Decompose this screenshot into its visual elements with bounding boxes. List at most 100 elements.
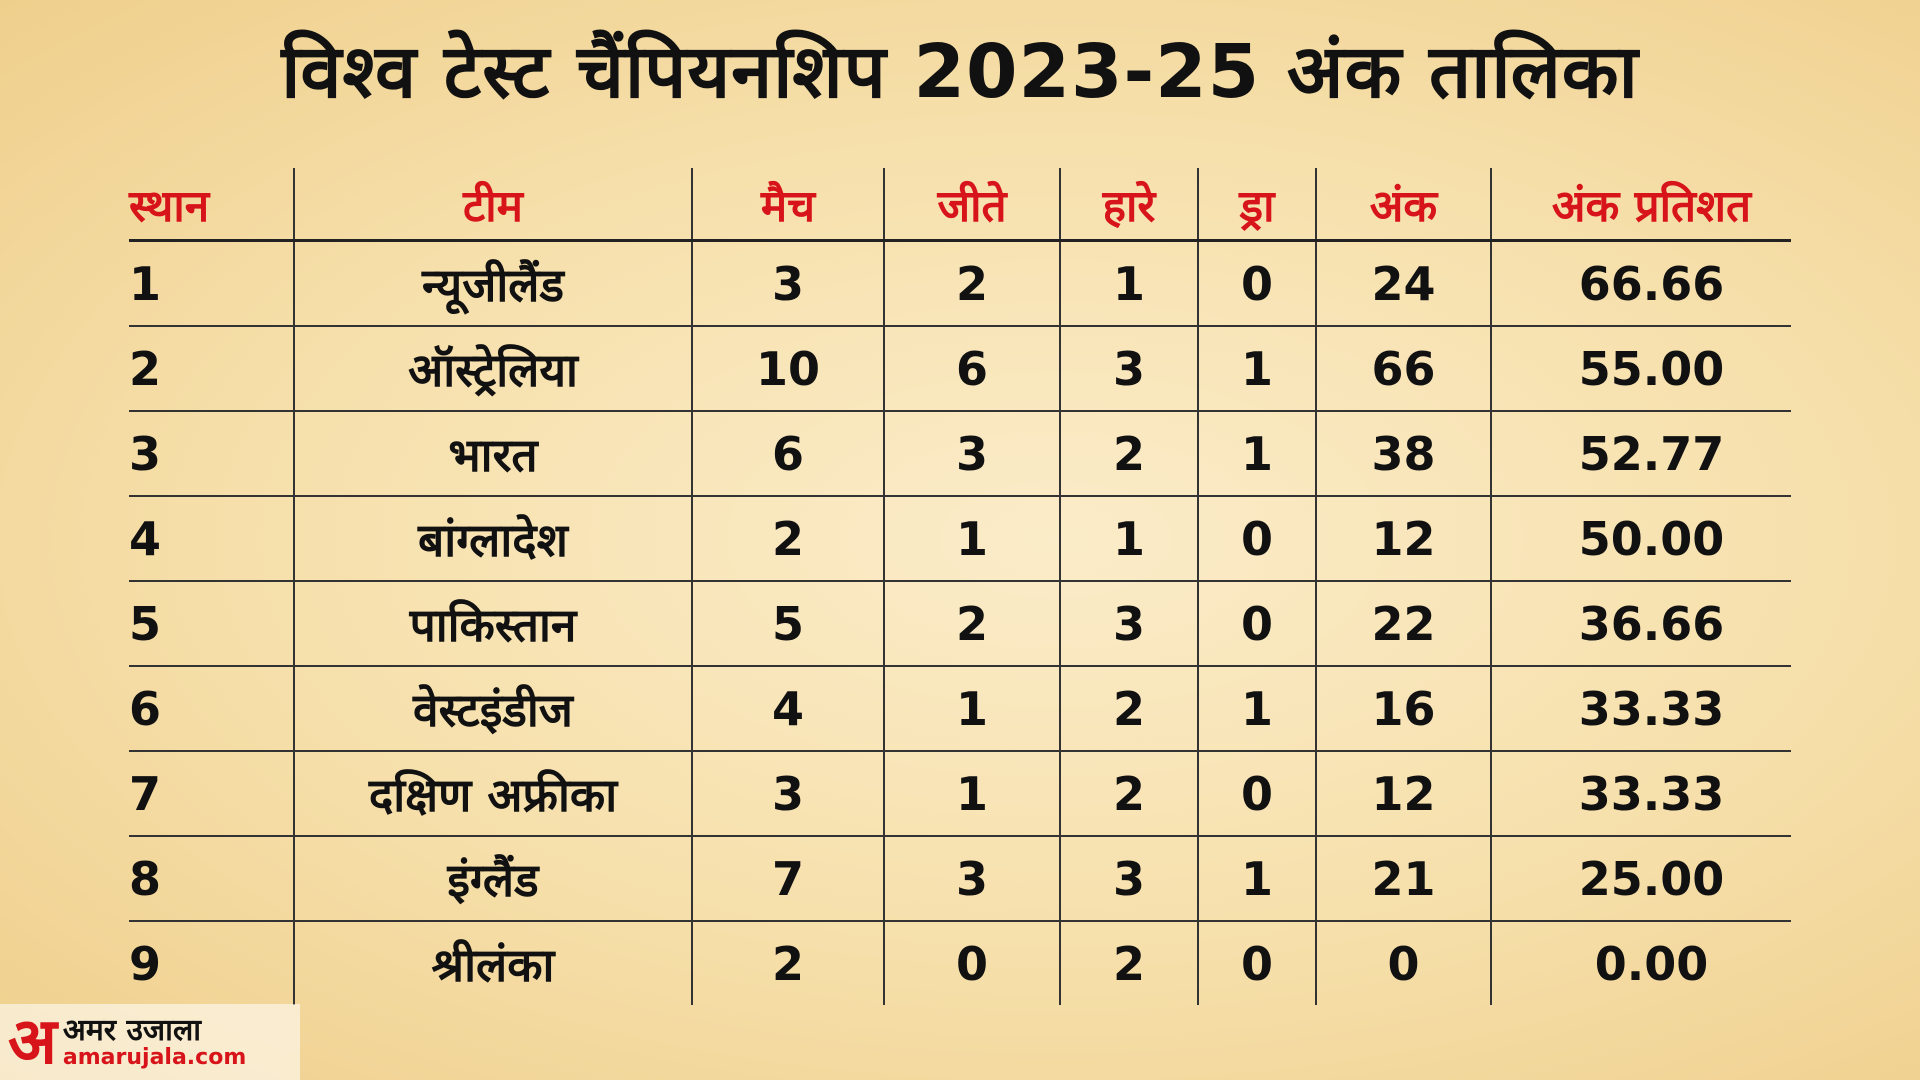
table-cell: 16 [1315, 666, 1491, 752]
table-cell: 12 [1315, 751, 1491, 837]
column-header: हारे [1059, 168, 1198, 242]
table-cell: 33.33 [1490, 666, 1791, 752]
table-cell: 0 [1197, 921, 1316, 1005]
table-cell: 8 [129, 836, 294, 922]
table-cell: 0 [1197, 581, 1316, 667]
table-row: 4 बांग्लादेश 2 1 1 0 12 50.00 [129, 496, 1791, 582]
table-cell: 1 [1197, 666, 1316, 752]
column-header: स्थान [129, 168, 294, 242]
table-row: 2 ऑस्ट्रेलिया 10 6 3 1 66 55.00 [129, 326, 1791, 412]
table-cell: 10 [691, 326, 884, 412]
table-cell: 33.33 [1490, 751, 1791, 837]
table-cell: 1 [129, 240, 294, 327]
table-cell: 1 [1059, 496, 1198, 582]
table-cell: 5 [129, 581, 294, 667]
table-cell: 0 [1315, 921, 1491, 1005]
logo-text: अमर उजाला amarujala.com [63, 1015, 246, 1070]
table-cell: 2 [1059, 751, 1198, 837]
table-cell: 1 [883, 496, 1060, 582]
table-cell: 25.00 [1490, 836, 1791, 922]
table-cell: 3 [1059, 581, 1198, 667]
table-cell: 2 [691, 921, 884, 1005]
table-cell: 1 [1059, 240, 1198, 327]
table-cell: 3 [883, 836, 1060, 922]
table-cell: 4 [129, 496, 294, 582]
table-cell: वेस्टइंडीज [293, 666, 692, 752]
table-cell: 50.00 [1490, 496, 1791, 582]
table-cell: 3 [691, 751, 884, 837]
table-cell: 3 [1059, 836, 1198, 922]
table-head: स्थान टीम मैच जीते हारे ड्रा अंक अंक प्रतिशत [129, 168, 1791, 242]
table-body: 1 न्यूजीलैंड 3 2 1 0 24 66.66 2 ऑस्ट्रेलिया 10 6 3 1 6… [129, 240, 1791, 1005]
column-header: ड्रा [1197, 168, 1316, 242]
table-cell: पाकिस्तान [293, 581, 692, 667]
column-header: अंक प्रतिशत [1490, 168, 1791, 242]
table-cell: श्रीलंका [293, 921, 692, 1005]
table-cell: 36.66 [1490, 581, 1791, 667]
table-row: 6 वेस्टइंडीज 4 1 2 1 16 33.33 [129, 666, 1791, 752]
table-cell: 9 [129, 936, 162, 991]
logo-name: अमर उजाला [62, 1012, 202, 1048]
column-header: अंक [1315, 168, 1491, 242]
header-row: स्थान टीम मैच जीते हारे ड्रा अंक अंक प्रतिशत [129, 168, 1791, 242]
table-cell: 3 [1059, 326, 1198, 412]
table-cell: 7 [691, 836, 884, 922]
table-cell: दक्षिण अफ्रीका [293, 751, 692, 837]
table-cell: 6 [691, 411, 884, 497]
table-cell: 2 [129, 326, 294, 412]
table-cell: 2 [1059, 666, 1198, 752]
column-header: जीते [883, 168, 1060, 242]
table-cell: 0.00 [1490, 921, 1791, 1005]
table-cell: 7 [129, 751, 294, 837]
table-row: 3 भारत 6 3 2 1 38 52.77 [129, 411, 1791, 497]
table-cell: ऑस्ट्रेलिया [293, 326, 692, 412]
table-cell: 5 [691, 581, 884, 667]
logo: अ अमर उजाला amarujala.com [0, 1004, 300, 1080]
table-cell: 2 [1059, 921, 1198, 1005]
title: विश्व टेस्ट चैंपियनशिप 2023-25 अंक तालिक… [281, 29, 1639, 115]
table-cell: 24 [1315, 240, 1491, 327]
table-cell: 55.00 [1490, 326, 1791, 412]
table-row: 5 पाकिस्तान 5 2 3 0 22 36.66 [129, 581, 1791, 667]
table-cell: 1 [1197, 411, 1316, 497]
table-cell: 2 [883, 581, 1060, 667]
table-cell: 2 [691, 496, 884, 582]
table-cell: 0 [1197, 751, 1316, 837]
table-cell: 6 [883, 326, 1060, 412]
table-cell: 52.77 [1490, 411, 1791, 497]
table-cell: 4 [691, 666, 884, 752]
table-cell: 2 [1059, 411, 1198, 497]
table-row: 7 दक्षिण अफ्रीका 3 1 2 0 12 33.33 [129, 751, 1791, 837]
table-cell: 1 [883, 666, 1060, 752]
table-cell: 3 [129, 411, 294, 497]
table-cell: 3 [883, 411, 1060, 497]
table-cell: 38 [1315, 411, 1491, 497]
table-cell: 22 [1315, 581, 1491, 667]
logo-url: amarujala.com [62, 1045, 247, 1071]
table-cell: 12 [1315, 496, 1491, 582]
table-cell: 2 [883, 240, 1060, 327]
logo-glyph: अ [8, 1005, 57, 1079]
table-cell: 0 [883, 921, 1060, 1005]
table-cell: न्यूजीलैंड [293, 240, 692, 327]
table-cell: 1 [1197, 326, 1316, 412]
table-cell: भारत [293, 411, 692, 497]
column-header: मैच [691, 168, 884, 242]
table-cell: बांग्लादेश [293, 496, 692, 582]
column-header: टीम [293, 168, 692, 242]
table-row: 1 न्यूजीलैंड 3 2 1 0 24 66.66 [129, 240, 1791, 327]
table-cell: इंग्लैंड [293, 836, 692, 922]
table-cell: 3 [691, 240, 884, 327]
table-row: 9 श्रीलंका 2 0 2 0 0 0.00 [129, 921, 1791, 1005]
table-cell: 1 [1197, 836, 1316, 922]
table-cell: 66.66 [1490, 240, 1791, 327]
table-cell: 1 [883, 751, 1060, 837]
table-cell: 21 [1315, 836, 1491, 922]
table-cell: 6 [129, 666, 294, 752]
table-cell: 0 [1197, 496, 1316, 582]
table-row: 8 इंग्लैंड 7 3 3 1 21 25.00 [129, 836, 1791, 922]
table-cell: 66 [1315, 326, 1491, 412]
